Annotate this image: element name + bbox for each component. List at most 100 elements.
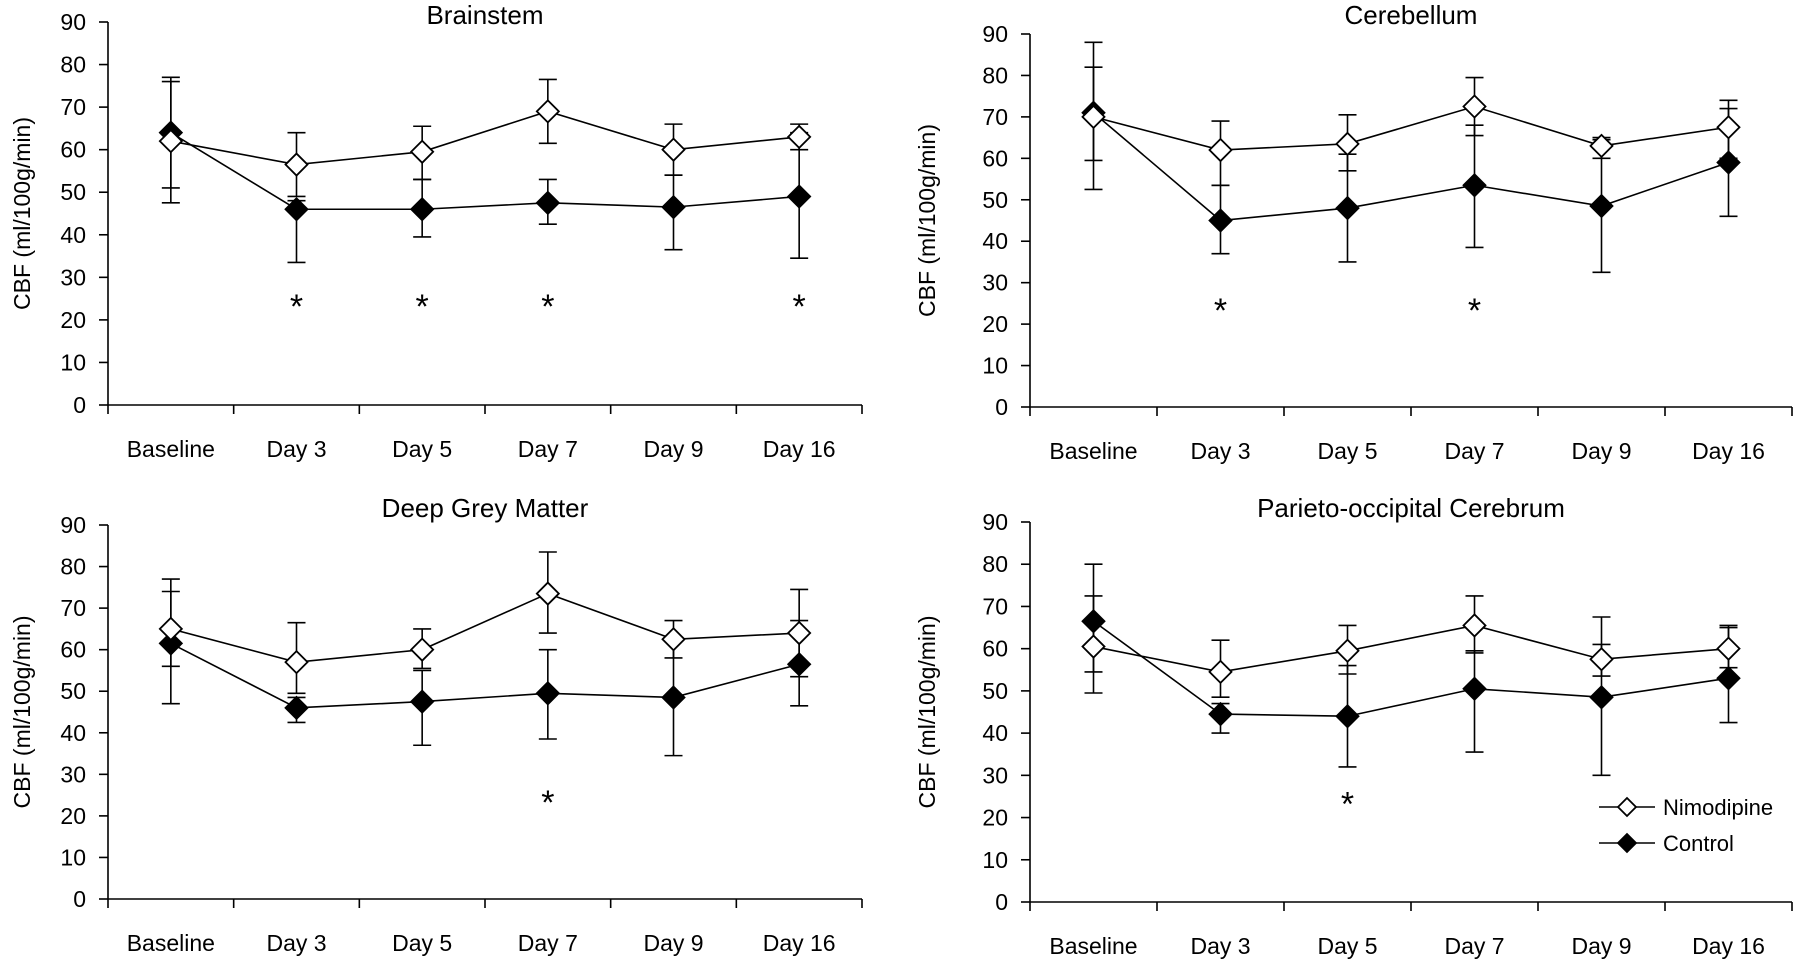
x-tick-label: Day 7 — [1444, 933, 1504, 959]
x-tick-label: Day 3 — [266, 930, 326, 956]
series-line — [170, 642, 800, 709]
chart-title: Cerebellum — [1345, 0, 1478, 30]
data-point-control — [1589, 684, 1614, 710]
data-point-nimodipine — [661, 137, 686, 162]
y-tick-label: 30 — [60, 264, 86, 290]
data-point-control — [1081, 608, 1106, 634]
y-tick-label: 10 — [982, 847, 1008, 873]
data-point-nimodipine — [1208, 137, 1233, 163]
legend-marker-nimodipine — [1616, 796, 1638, 818]
y-tick-label: 60 — [60, 137, 86, 163]
legend-label-control: Control — [1663, 831, 1734, 856]
data-point-nimodipine — [1081, 634, 1106, 659]
data-point-control — [284, 695, 309, 721]
y-tick-label: 80 — [60, 554, 86, 580]
x-tick-label: Day 5 — [1317, 438, 1377, 464]
data-point-nimodipine — [1208, 659, 1233, 685]
x-tick-label: Day 16 — [763, 930, 836, 956]
data-point-control — [786, 184, 812, 209]
data-point-nimodipine — [158, 616, 184, 642]
legend-marker-control — [1616, 832, 1638, 854]
data-point-nimodipine — [1716, 636, 1741, 661]
x-tick-label: Day 9 — [643, 930, 703, 956]
data-point-nimodipine — [1462, 94, 1487, 119]
y-tick-label: 60 — [982, 636, 1008, 662]
data-point-control — [1462, 172, 1487, 198]
x-tick-label: Day 9 — [643, 436, 703, 462]
data-point-control — [1335, 195, 1360, 221]
y-tick-label: 20 — [982, 805, 1008, 831]
y-tick-label: 80 — [982, 551, 1008, 577]
x-tick-label: Day 16 — [763, 436, 836, 462]
data-point-control — [1462, 676, 1487, 702]
data-point-control — [1208, 701, 1233, 727]
data-point-nimodipine — [1081, 104, 1106, 130]
y-axis-title: CBF (ml/100g/min) — [9, 117, 35, 310]
data-point-control — [1716, 665, 1741, 691]
data-point-control — [1716, 150, 1741, 175]
y-tick-label: 30 — [982, 270, 1008, 296]
x-tick-label: Day 7 — [518, 930, 578, 956]
y-tick-label: 50 — [60, 179, 86, 205]
significance-star: * — [541, 288, 554, 326]
x-tick-label: Baseline — [1049, 438, 1137, 464]
y-tick-label: 50 — [982, 678, 1008, 704]
data-point-nimodipine — [409, 637, 435, 662]
x-tick-label: Baseline — [1049, 933, 1137, 959]
y-tick-label: 70 — [60, 595, 86, 621]
y-tick-label: 20 — [982, 311, 1008, 337]
data-point-control — [535, 190, 561, 216]
y-tick-label: 70 — [982, 104, 1008, 130]
chart-panel-3: Deep Grey Matter CBF (ml/100g/min) 0 10 20 30… — [9, 493, 863, 956]
series-control — [1084, 41, 1738, 274]
x-tick-label: Baseline — [127, 436, 215, 462]
data-point-control — [1589, 193, 1614, 219]
chart-title: Deep Grey Matter — [382, 493, 589, 523]
y-tick-label: 60 — [982, 145, 1008, 171]
y-tick-label: 10 — [60, 844, 86, 870]
series-control — [161, 76, 809, 264]
x-tick-label: Day 5 — [392, 930, 452, 956]
data-point-nimodipine — [786, 124, 812, 150]
x-tick-label: Day 7 — [518, 436, 578, 462]
y-tick-label: 20 — [60, 803, 86, 829]
y-tick-label: 90 — [60, 9, 86, 35]
x-tick-label: Day 3 — [266, 436, 326, 462]
y-axis-title: CBF (ml/100g/min) — [914, 124, 940, 317]
data-point-control — [158, 631, 184, 656]
data-point-nimodipine — [535, 581, 561, 606]
chart-title: Parieto-occipital Cerebrum — [1257, 493, 1565, 523]
data-point-control — [535, 681, 561, 706]
y-tick-label: 10 — [982, 353, 1008, 379]
significance-star: * — [1214, 292, 1227, 330]
significance-star: * — [290, 288, 303, 326]
y-tick-label: 90 — [982, 509, 1008, 535]
x-tick-label: Day 7 — [1444, 438, 1504, 464]
x-tick-label: Day 5 — [1317, 933, 1377, 959]
data-point-control — [284, 196, 309, 222]
y-tick-label: 10 — [60, 349, 86, 375]
y-tick-label: 70 — [60, 94, 86, 120]
series-nimodipine — [1084, 66, 1738, 187]
data-point-nimodipine — [661, 627, 686, 652]
data-point-control — [786, 651, 812, 677]
chart-panel-4: Parieto-occipital Cerebrum CBF (ml/100g/m… — [914, 493, 1793, 959]
y-tick-label: 0 — [995, 394, 1008, 420]
data-point-control — [1208, 208, 1233, 233]
series-control — [161, 578, 809, 757]
data-point-nimodipine — [409, 139, 435, 165]
chart-title: Brainstem — [426, 0, 543, 30]
series-line — [170, 110, 800, 166]
data-point-nimodipine — [1335, 638, 1360, 664]
y-tick-label: 30 — [60, 761, 86, 787]
legend-label-nimodipine: Nimodipine — [1663, 795, 1773, 820]
y-tick-label: 50 — [982, 187, 1008, 213]
y-tick-label: 90 — [982, 21, 1008, 47]
series-line — [1093, 624, 1729, 673]
data-point-nimodipine — [284, 649, 309, 675]
y-tick-label: 0 — [73, 392, 86, 418]
data-point-control — [409, 196, 435, 222]
data-point-control — [661, 194, 686, 220]
series-line — [170, 592, 800, 663]
y-axis-title: CBF (ml/100g/min) — [914, 616, 940, 809]
